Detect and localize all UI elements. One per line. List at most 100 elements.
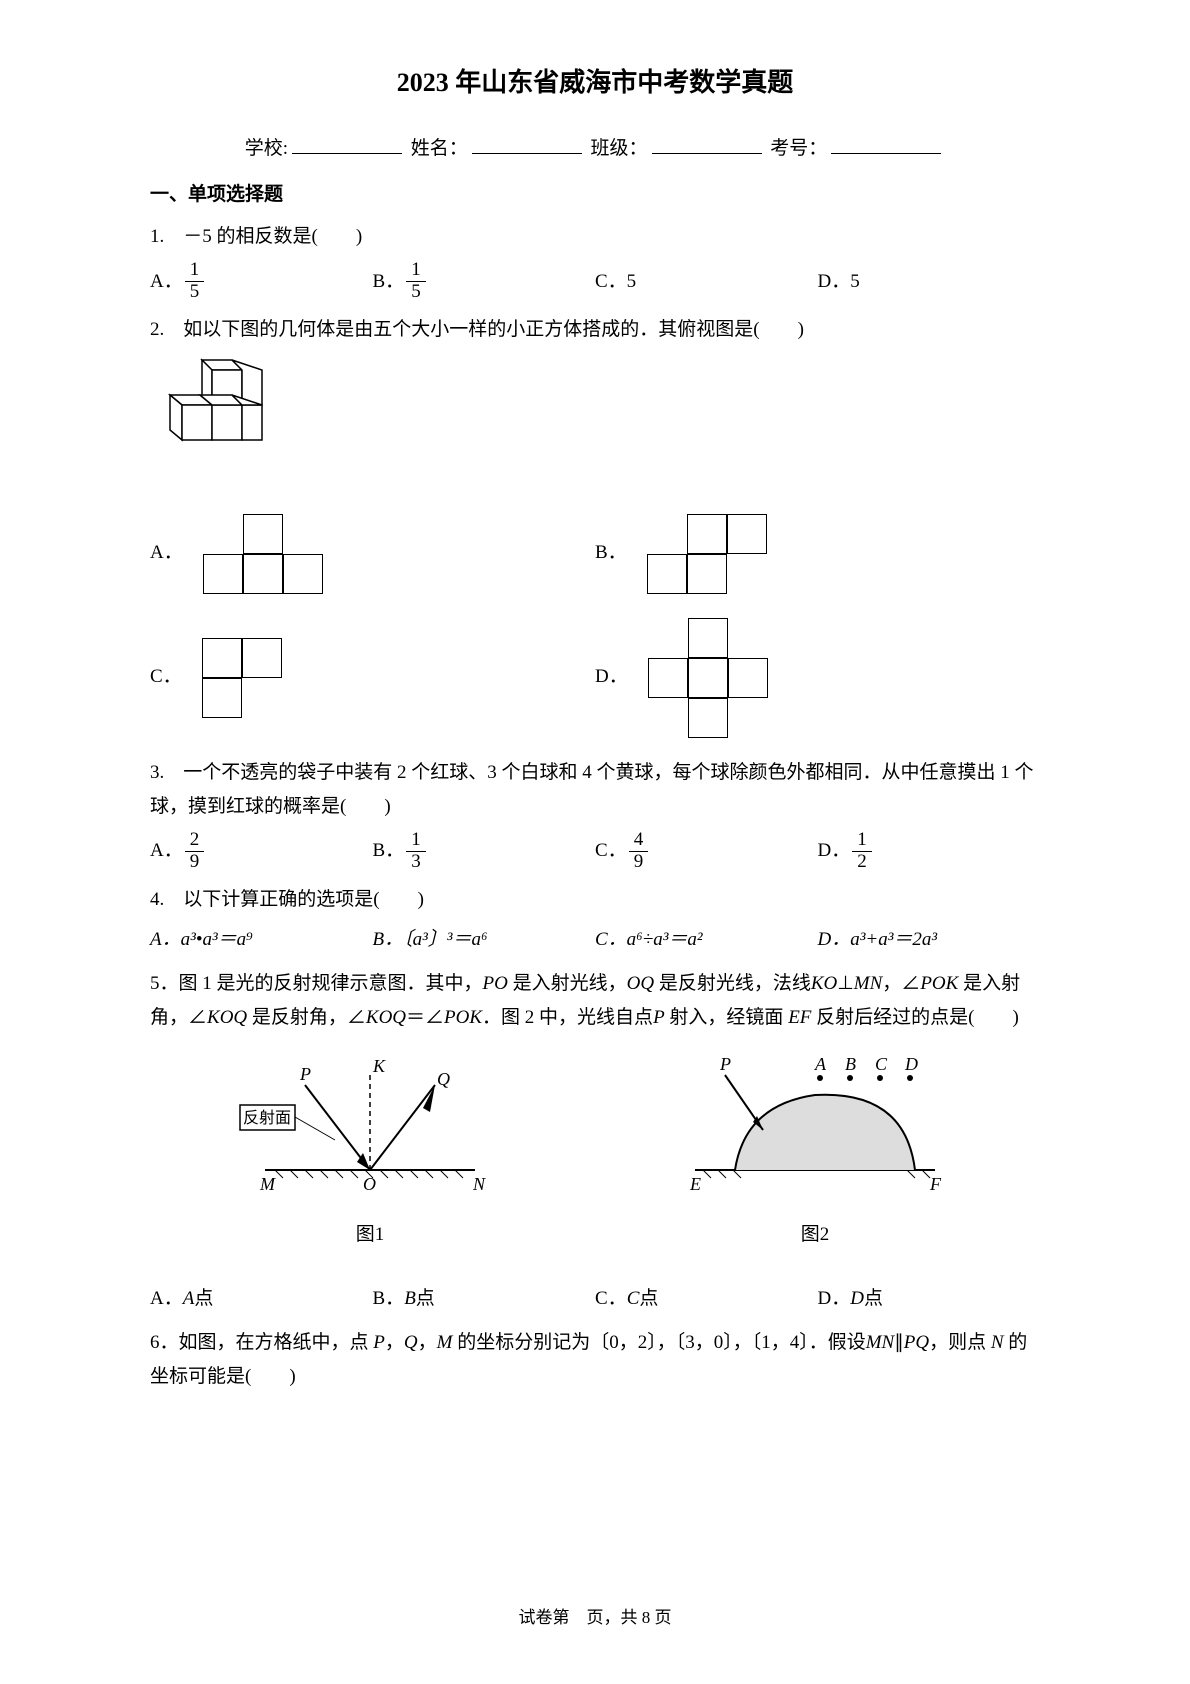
q4-opt-d: D．a³+a³＝2a³ <box>818 923 1041 957</box>
q5-mn: MN <box>854 973 883 994</box>
q5-pok: POK <box>920 973 958 994</box>
q5-b-txt: B <box>404 1282 416 1316</box>
q5-d-suffix: 点 <box>864 1282 883 1316</box>
q2-row-cd: C． D． <box>150 610 1040 746</box>
q5-b-suffix: 点 <box>416 1282 435 1316</box>
q3-c-den: 9 <box>629 852 649 873</box>
svg-text:A: A <box>814 1054 827 1074</box>
q1-a-den: 5 <box>185 282 205 303</box>
student-info-row: 学校: 姓名： 班级： 考号： <box>150 132 1040 166</box>
svg-text:B: B <box>845 1054 856 1074</box>
q5-svg-1: 反射面 P K Q M O N <box>235 1050 505 1200</box>
svg-text:F: F <box>929 1174 942 1194</box>
q3-opt-a: A． 29 <box>150 830 373 873</box>
q1-b-den: 5 <box>406 282 426 303</box>
q3-b-den: 3 <box>406 852 426 873</box>
q3-c-num: 4 <box>629 830 649 852</box>
q5-ko: KO <box>811 973 837 994</box>
q3-opt-c: C． 49 <box>595 830 818 873</box>
svg-text:O: O <box>363 1174 376 1194</box>
examno-blank[interactable] <box>831 153 941 154</box>
q3-b-frac: 13 <box>406 830 426 873</box>
q6-m: M <box>437 1332 453 1353</box>
q5-t11: 反射后经过的点是( ) <box>811 1007 1018 1028</box>
q6-t5: ∥ <box>894 1332 904 1353</box>
q5-opt-d: D．D 点 <box>818 1282 1041 1316</box>
q6-t6: ，则点 <box>929 1332 991 1353</box>
q5-b-label: B． <box>373 1282 405 1316</box>
class-label: 班级： <box>591 138 648 159</box>
q6-t1: 6．如图，在方格纸中，点 <box>150 1332 373 1353</box>
q5-opt-b: B．B 点 <box>373 1282 596 1316</box>
q5-opt-a: A．A 点 <box>150 1282 373 1316</box>
q5-t9: ．图 2 中，光线自点 <box>482 1007 653 1028</box>
q5-t5: ，∠ <box>882 973 920 994</box>
q5-diag1-label: 图1 <box>235 1218 505 1252</box>
q4-opt-c: C．a⁶÷a³＝a² <box>595 923 818 957</box>
q1-a-num: 1 <box>185 260 205 282</box>
svg-text:K: K <box>372 1056 386 1076</box>
section-1-title: 一、单项选择题 <box>150 178 1040 212</box>
q5-d-label: D． <box>818 1282 851 1316</box>
q4-opt-a: A．a³•a³＝a⁹ <box>150 923 373 957</box>
q5-koq2: KOQ <box>366 1007 406 1028</box>
q2-a-view <box>203 514 323 594</box>
q4-opt-b: B．〔a³〕³＝a⁶ <box>373 923 596 957</box>
question-1: 1. －5 的相反数是( ) A． 15 B． 15 C．5 D．5 <box>150 220 1040 303</box>
q5-svg-2: P A B C D E F <box>675 1050 955 1200</box>
q3-b-num: 1 <box>406 830 426 852</box>
q5-diagrams: 反射面 P K Q M O N 图1 <box>150 1050 1040 1251</box>
question-4: 4. 以下计算正确的选项是( ) A．a³•a³＝a⁹ B．〔a³〕³＝a⁶ C… <box>150 883 1040 957</box>
q3-a-label: A． <box>150 834 183 868</box>
exam-title: 2023 年山东省威海市中考数学真题 <box>150 60 1040 107</box>
q5-t10: 射入，经镜面 <box>665 1007 789 1028</box>
svg-text:D: D <box>904 1054 918 1074</box>
q5-pok2: POK <box>444 1007 482 1028</box>
q2-row-ab: A． B． <box>150 506 1040 602</box>
q5-d-txt: D <box>850 1282 864 1316</box>
q2-d-view <box>648 618 768 738</box>
question-5: 5．图 1 是光的反射规律示意图．其中，PO 是入射光线，OQ 是反射光线，法线… <box>150 967 1040 1316</box>
q6-mn: MN <box>866 1332 895 1353</box>
q5-c-label: C． <box>595 1282 627 1316</box>
q1-b-num: 1 <box>406 260 426 282</box>
name-blank[interactable] <box>472 153 582 154</box>
q6-text: 6．如图，在方格纸中，点 P，Q，M 的坐标分别记为〔0，2〕，〔3，0〕，〔1… <box>150 1326 1040 1394</box>
question-2: 2. 如以下图的几何体是由五个大小一样的小正方体搭成的．其俯视图是( ) A． <box>150 313 1040 745</box>
svg-text:E: E <box>689 1174 701 1194</box>
q5-a-suffix: 点 <box>194 1282 213 1316</box>
q5-t7: 是反射角，∠ <box>247 1007 366 1028</box>
q2-c-label: C． <box>150 660 182 694</box>
q5-text: 5．图 1 是光的反射规律示意图．其中，PO 是入射光线，OQ 是反射光线，法线… <box>150 967 1040 1035</box>
q5-reflective-label: 反射面 <box>243 1109 291 1127</box>
q6-t2: ， <box>385 1332 404 1353</box>
q5-a-txt: A <box>183 1282 195 1316</box>
q3-d-den: 2 <box>852 852 872 873</box>
school-blank[interactable] <box>292 153 402 154</box>
q2-b-view <box>647 514 767 594</box>
q5-p: P <box>653 1007 665 1028</box>
q5-options: A．A 点 B．B 点 C．C 点 D．D 点 <box>150 1282 1040 1316</box>
svg-text:P: P <box>719 1054 731 1074</box>
q2-b-label: B． <box>595 536 627 570</box>
q3-b-label: B． <box>373 834 405 868</box>
q3-opt-d: D． 12 <box>818 830 1041 873</box>
q5-a-label: A． <box>150 1282 183 1316</box>
q5-t2: 是入射光线， <box>508 973 627 994</box>
q2-opt-c: C． <box>150 630 595 726</box>
q5-t8: ＝∠ <box>406 1007 444 1028</box>
q6-t4: 的坐标分别记为〔0，2〕，〔3，0〕，〔1，4〕．假设 <box>452 1332 865 1353</box>
class-blank[interactable] <box>652 153 762 154</box>
q6-p: P <box>373 1332 385 1353</box>
q1-options: A． 15 B． 15 C．5 D．5 <box>150 260 1040 303</box>
q2-d-label: D． <box>595 660 628 694</box>
q5-koq: KOQ <box>207 1007 247 1028</box>
q3-d-num: 1 <box>852 830 872 852</box>
q6-t3: ， <box>418 1332 437 1353</box>
q3-opt-b: B． 13 <box>373 830 596 873</box>
q2-cube-diagram <box>150 355 1040 497</box>
q3-a-den: 9 <box>185 852 205 873</box>
svg-text:P: P <box>299 1064 311 1084</box>
q2-cube-svg <box>150 355 310 485</box>
q2-text: 2. 如以下图的几何体是由五个大小一样的小正方体搭成的．其俯视图是( ) <box>150 313 1040 347</box>
